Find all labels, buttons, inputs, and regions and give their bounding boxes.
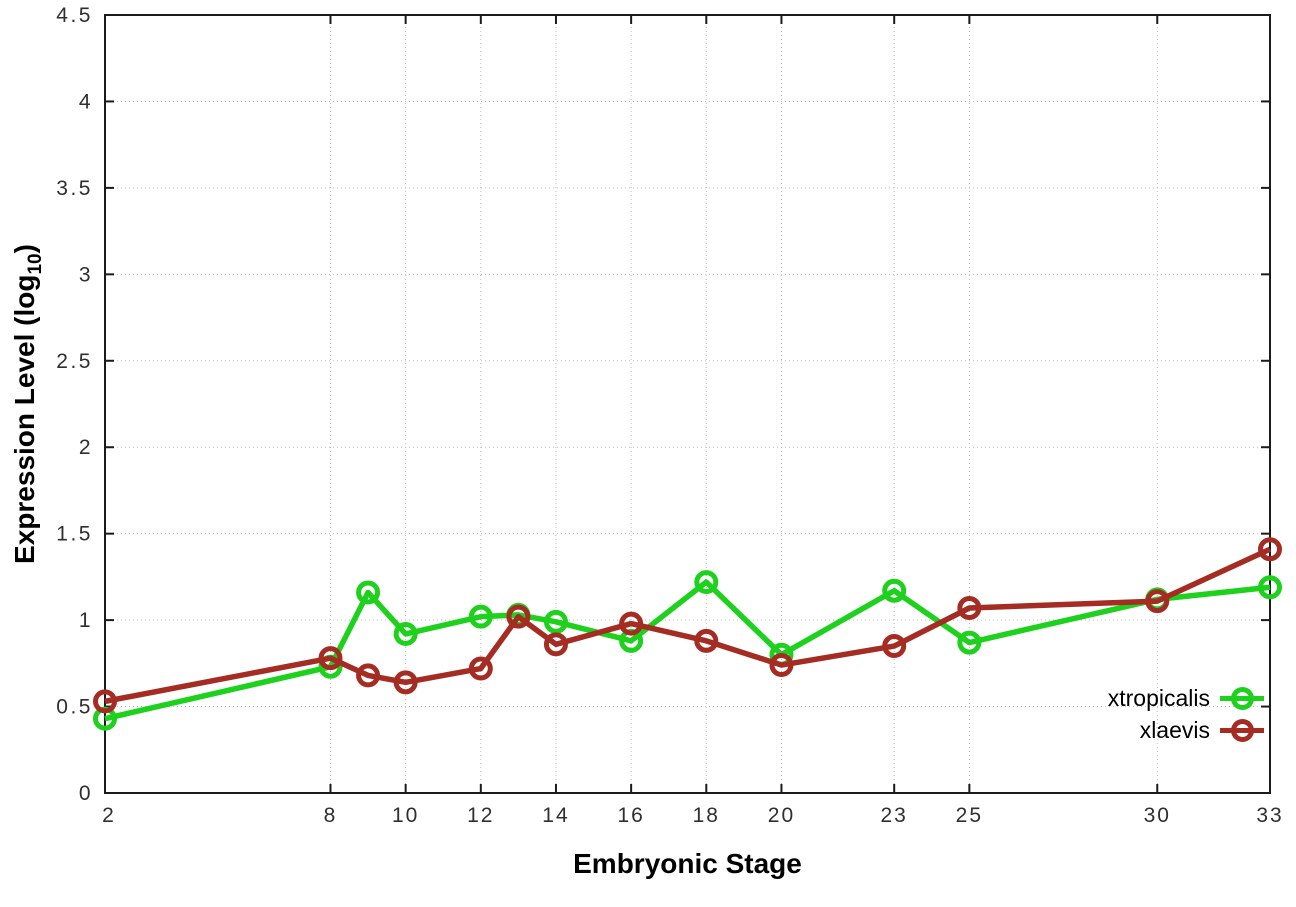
- x-tick-label: 2: [102, 804, 116, 827]
- data-point-xlaevis: [882, 634, 907, 659]
- data-point-xtropicalis: [882, 578, 907, 603]
- y-tick-label: 4.5: [56, 4, 93, 27]
- x-tick-label: 12: [467, 804, 494, 827]
- y-tick-label: 4: [79, 90, 93, 113]
- data-point-xtropicalis: [694, 570, 719, 595]
- open-circle-marker-icon: [1220, 716, 1264, 744]
- y-tick-label: 1.5: [56, 523, 93, 546]
- x-tick-label: 18: [693, 804, 720, 827]
- data-point-xlaevis: [769, 653, 794, 678]
- x-tick-label: 23: [881, 804, 908, 827]
- open-circle-marker-icon: [1220, 684, 1264, 712]
- x-tick-label: 10: [392, 804, 419, 827]
- data-point-xtropicalis: [356, 580, 381, 605]
- y-tick-label: 1: [79, 609, 93, 632]
- series-line-xlaevis: [104, 546, 1272, 705]
- data-point-xtropicalis: [393, 621, 418, 646]
- data-point-xlaevis: [957, 596, 982, 621]
- x-tick-label: 33: [1256, 804, 1283, 827]
- data-point-xlaevis: [393, 670, 418, 695]
- data-point-xtropicalis: [543, 609, 568, 634]
- data-point-xlaevis: [1145, 589, 1170, 614]
- legend-label-xlaevis: xlaevis: [1139, 717, 1210, 743]
- y-tick-label: 3: [79, 263, 93, 286]
- legend-entry-xtropicalis: xtropicalis: [1108, 683, 1264, 713]
- legend-entry-xlaevis: xlaevis: [1140, 715, 1264, 745]
- data-point-xlaevis: [318, 646, 343, 671]
- data-point-xlaevis: [1258, 537, 1282, 562]
- data-point-xtropicalis: [1258, 575, 1282, 600]
- data-point-xlaevis: [543, 632, 568, 657]
- data-point-xlaevis: [93, 689, 117, 714]
- y-tick-label: 2: [79, 436, 93, 459]
- legend-label-xtropicalis: xtropicalis: [1107, 685, 1210, 711]
- data-point-xlaevis: [694, 628, 719, 653]
- data-point-xtropicalis: [468, 604, 493, 629]
- y-tick-label: 2.5: [56, 350, 93, 373]
- y-tick-label: 3.5: [56, 177, 93, 200]
- x-tick-label: 25: [956, 804, 983, 827]
- chart-legend: xtropicalis xlaevis: [1108, 683, 1264, 745]
- x-tick-label: 20: [768, 804, 795, 827]
- data-point-xlaevis: [506, 604, 531, 629]
- plot-border: [104, 14, 1271, 794]
- data-point-xlaevis: [468, 656, 493, 681]
- x-axis-label: Embryonic Stage: [573, 848, 802, 879]
- x-tick-label: 14: [542, 804, 569, 827]
- y-axis-label: Expression Level (log10): [9, 244, 46, 564]
- y-tick-label: 0.5: [56, 696, 93, 719]
- y-tick-label: 0: [79, 782, 93, 805]
- data-point-xtropicalis: [957, 630, 982, 655]
- data-point-xlaevis: [619, 611, 644, 636]
- x-tick-label: 8: [324, 804, 338, 827]
- x-tick-label: 16: [617, 804, 644, 827]
- data-point-xlaevis: [356, 663, 381, 688]
- x-tick-label: 30: [1144, 804, 1171, 827]
